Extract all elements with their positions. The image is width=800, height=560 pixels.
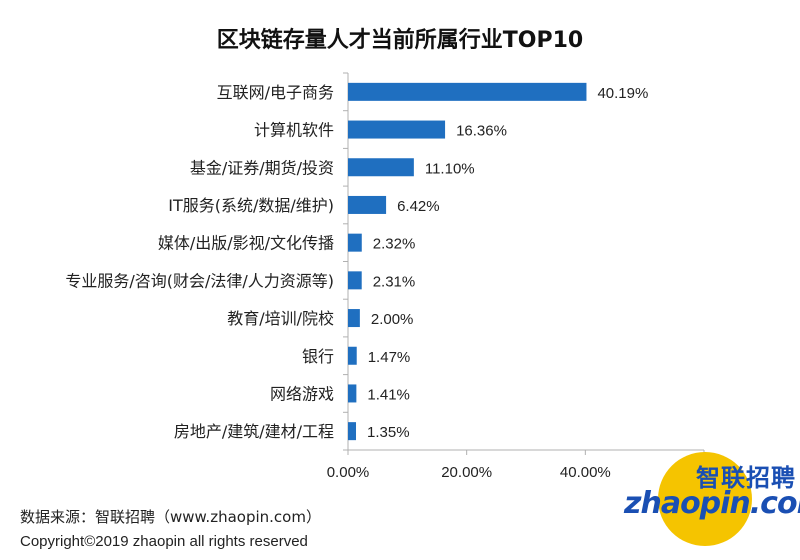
zhaopin-logo: 智联招聘 zhaopin.com bbox=[608, 450, 800, 550]
category-label: 基金/证券/期货/投资 bbox=[190, 158, 334, 177]
bar bbox=[348, 195, 387, 214]
x-tick-label: 40.00% bbox=[560, 464, 611, 481]
bar bbox=[348, 82, 587, 101]
bar bbox=[348, 422, 357, 441]
value-label: 1.47% bbox=[368, 349, 411, 366]
logo-cn-text: 智联招聘 bbox=[696, 464, 796, 492]
value-label: 1.41% bbox=[367, 386, 410, 403]
bar bbox=[348, 309, 360, 328]
value-label: 1.35% bbox=[367, 424, 410, 441]
value-label: 40.19% bbox=[597, 85, 648, 102]
bar bbox=[348, 384, 357, 403]
category-label: 计算机软件 bbox=[254, 121, 334, 140]
copyright: Copyright©2019 zhaopin all rights reserv… bbox=[20, 533, 308, 550]
value-label: 2.00% bbox=[371, 311, 414, 328]
category-label: 网络游戏 bbox=[270, 384, 334, 403]
logo-circle bbox=[658, 452, 752, 546]
bar bbox=[348, 271, 362, 290]
category-label: 教育/培训/院校 bbox=[227, 309, 334, 328]
category-label: 媒体/出版/影视/文化传播 bbox=[158, 234, 334, 253]
bar bbox=[348, 158, 414, 177]
bar bbox=[348, 346, 357, 365]
value-label: 2.31% bbox=[373, 273, 416, 290]
logo-en-text: zhaopin.com bbox=[624, 486, 800, 521]
value-label: 6.42% bbox=[397, 198, 440, 215]
value-label: 16.36% bbox=[456, 123, 507, 140]
category-label: 专业服务/咨询(财会/法律/人力资源等) bbox=[65, 271, 334, 290]
x-tick-label: 0.00% bbox=[327, 464, 370, 481]
category-label: 房地产/建筑/建材/工程 bbox=[174, 422, 334, 441]
chart-title: 区块链存量人才当前所属行业TOP10 bbox=[216, 28, 584, 53]
category-label: 银行 bbox=[302, 347, 334, 366]
value-label: 2.32% bbox=[373, 236, 416, 253]
value-label: 11.10% bbox=[425, 160, 475, 177]
data-source: 数据来源：智联招聘（www.zhaopin.com） bbox=[20, 508, 321, 526]
x-tick-label: 20.00% bbox=[441, 464, 492, 481]
bar-chart: 互联网/电子商务 40.19% 计算机软件 16.36% 基金/证券/期货/投资 11.1… bbox=[65, 72, 729, 481]
category-label: 互联网/电子商务 bbox=[217, 83, 334, 102]
category-label: IT服务(系统/数据/维护) bbox=[168, 196, 334, 215]
bar bbox=[348, 233, 362, 252]
bar bbox=[348, 120, 446, 139]
